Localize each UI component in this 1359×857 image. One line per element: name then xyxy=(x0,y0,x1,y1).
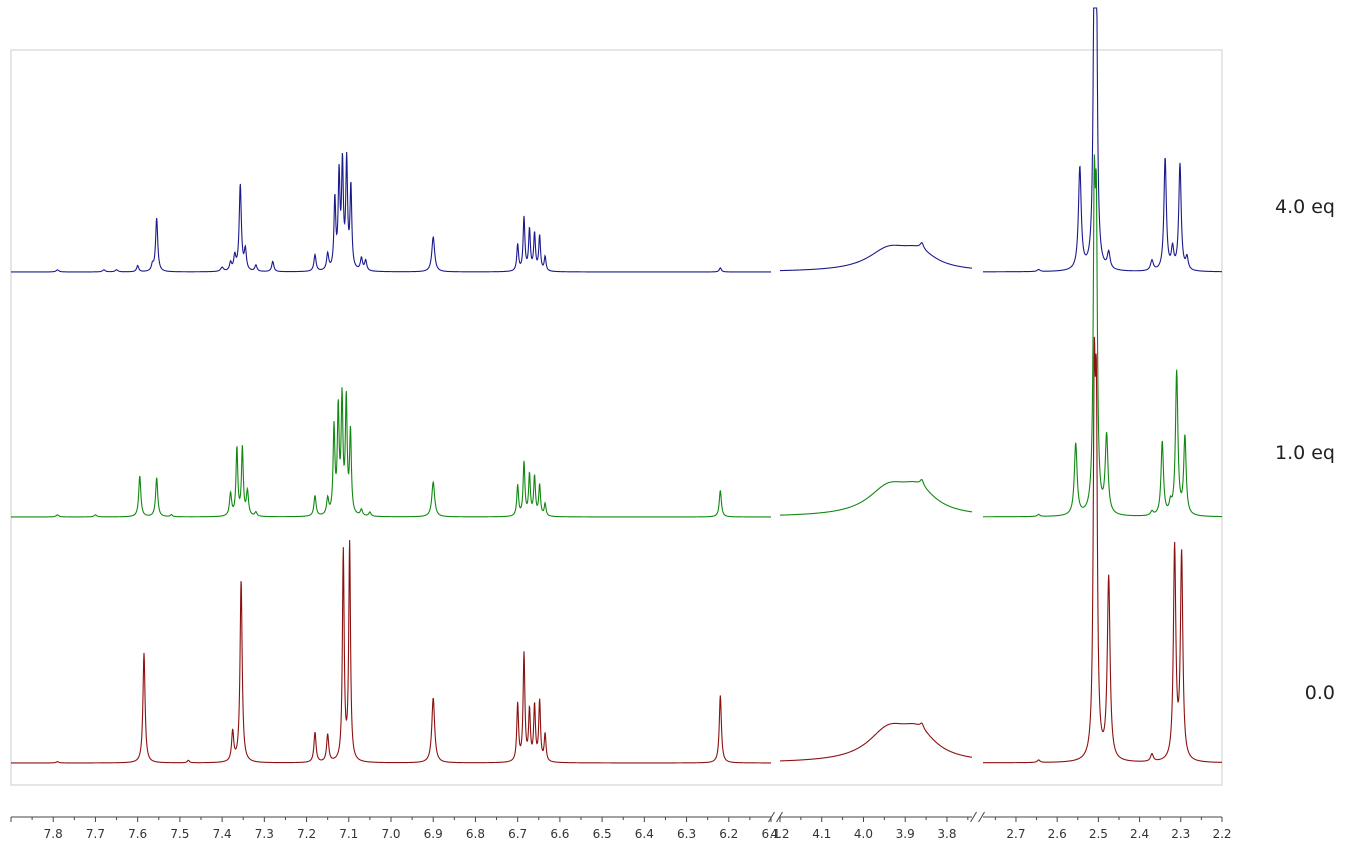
series-label-3: 0.0 xyxy=(1305,682,1335,704)
series-label-1: 4.0 eq xyxy=(1275,196,1335,218)
axis-break-mark-2a xyxy=(970,811,977,823)
tick-label: 2.7 xyxy=(1006,827,1025,841)
spectrum-line-2-segment-3 xyxy=(983,154,1222,518)
spectrum-line-3-segment-1 xyxy=(11,540,771,764)
tick-label: 6.9 xyxy=(424,827,443,841)
spectrum-line-1-segment-1 xyxy=(11,151,771,273)
tick-label: 7.8 xyxy=(44,827,63,841)
tick-label: 3.9 xyxy=(896,827,915,841)
x-axis: 7.8 7.7 7.6 7.5 7.4 7.3 7.2 7.1 7.0 6.9 6.8 6.7 6.6 6… xyxy=(10,811,1232,841)
series-labels: 4.0 eq 1.0 eq 0.0 xyxy=(1275,196,1335,704)
tick-label: 6.1 xyxy=(761,827,780,841)
tick-label: 6.7 xyxy=(508,827,527,841)
tick-label: 4.1 xyxy=(812,827,831,841)
tick-label: 7.3 xyxy=(255,827,274,841)
spectrum-line-3-segment-2 xyxy=(779,722,973,762)
tick-label: 6.4 xyxy=(635,827,654,841)
spectrum-line-2-segment-2 xyxy=(779,478,973,516)
axis-break-mark-1b xyxy=(776,811,783,823)
tick-label: 7.0 xyxy=(381,827,400,841)
tick-label: 4.0 xyxy=(854,827,873,841)
axis-break-mark-2b xyxy=(978,811,985,823)
tick-label: 7.6 xyxy=(128,827,147,841)
tick-label: 2.2 xyxy=(1212,827,1231,841)
tick-label: 2.5 xyxy=(1089,827,1108,841)
tick-label: 7.1 xyxy=(339,827,358,841)
tick-label: 6.6 xyxy=(550,827,569,841)
plot-frame xyxy=(10,49,1223,786)
tick-label: 7.5 xyxy=(170,827,189,841)
series-label-2: 1.0 eq xyxy=(1275,442,1335,464)
tick-label: 3.8 xyxy=(937,827,956,841)
spectrum-line-1-segment-3 xyxy=(983,7,1223,273)
axis-break-mark-1a xyxy=(768,811,775,823)
spectrum-line-3-segment-3 xyxy=(983,336,1223,764)
tick-label: 6.8 xyxy=(466,827,485,841)
tick-label: 7.4 xyxy=(213,827,232,841)
tick-label: 2.3 xyxy=(1171,827,1190,841)
tick-label: 7.2 xyxy=(297,827,316,841)
tick-label: 6.3 xyxy=(677,827,696,841)
tick-label: 2.6 xyxy=(1048,827,1067,841)
spectrum-line-2-segment-1 xyxy=(11,387,771,518)
spectrum-line-1-segment-2 xyxy=(779,242,973,272)
spectra-layer xyxy=(11,7,1223,764)
tick-label: 7.7 xyxy=(86,827,105,841)
tick-label: 4.2 xyxy=(770,827,789,841)
tick-label: 2.4 xyxy=(1130,827,1149,841)
tick-label: 6.5 xyxy=(593,827,612,841)
tick-label: 6.2 xyxy=(719,827,738,841)
